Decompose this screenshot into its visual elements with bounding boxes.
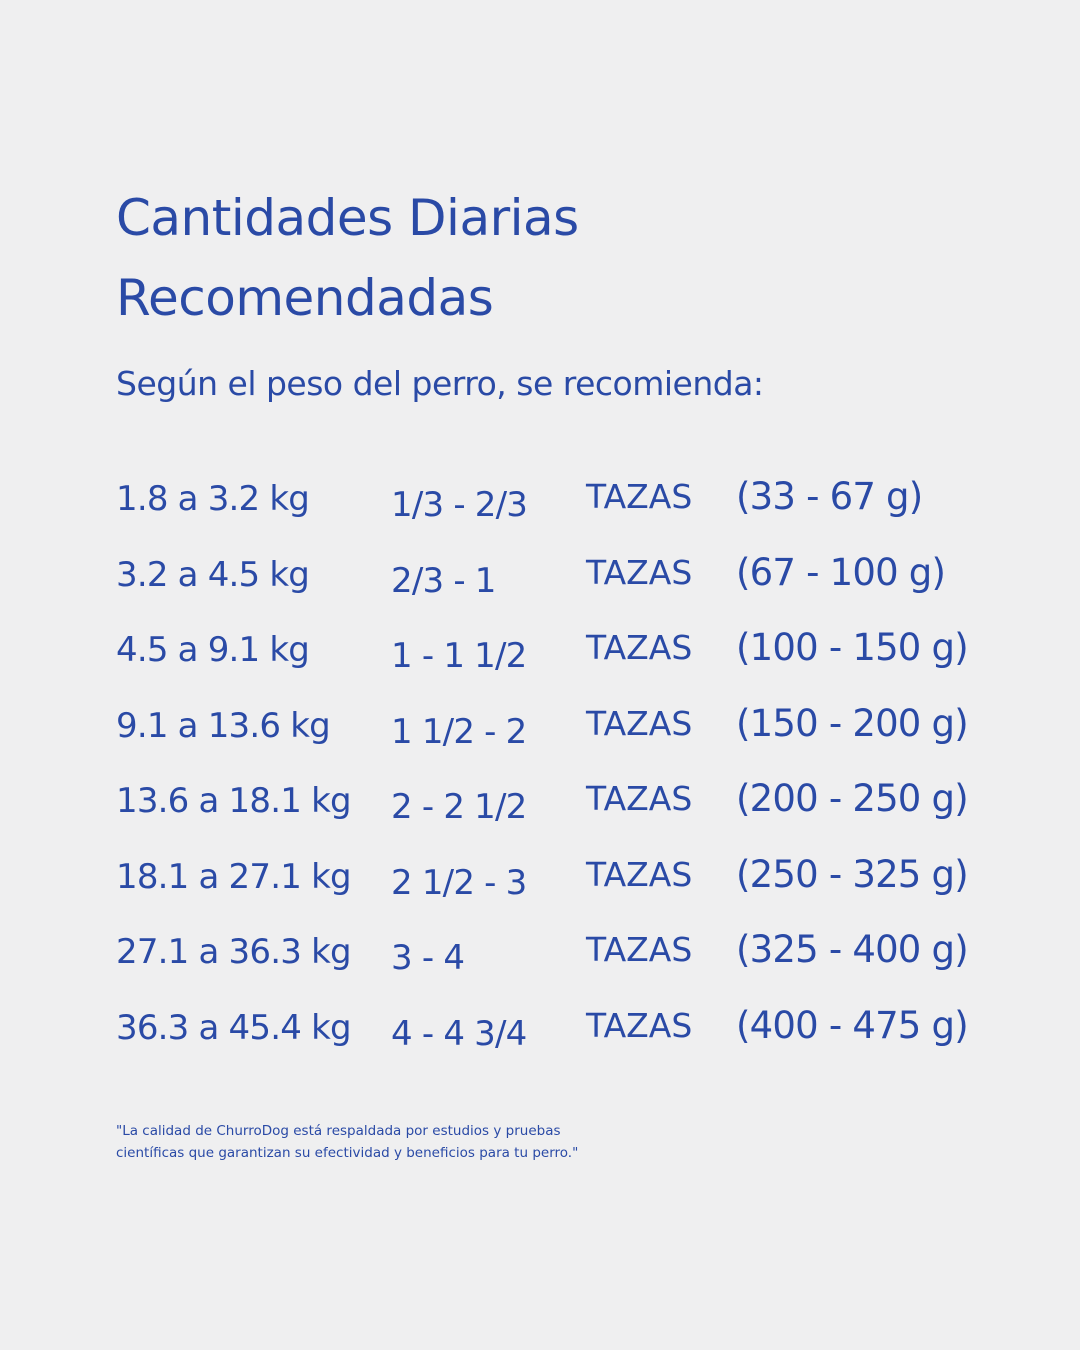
table-row: 1.8 a 3.2 kg 1/3 - 2/3 TAZAS (33 - 67 g) [116, 470, 1016, 546]
cups-amount: 2 - 2 1/2 [391, 787, 527, 827]
cups-amount: 3 - 4 [391, 938, 465, 978]
cups-unit: TAZAS [586, 552, 693, 592]
cups-amount: 2 1/2 - 3 [391, 862, 527, 903]
weight-range: 4.5 a 9.1 kg [116, 630, 310, 670]
grams-amount: (250 - 325 g) [736, 852, 969, 896]
table-row: 3.2 a 4.5 kg 2/3 - 1 TAZAS (67 - 100 g) [116, 546, 1016, 622]
grams-amount: (400 - 475 g) [736, 1003, 969, 1047]
weight-range: 36.3 a 45.4 kg [116, 1007, 352, 1048]
weight-range: 1.8 a 3.2 kg [116, 479, 310, 519]
footnote-line-2: científicas que garantizan su efectivida… [116, 1145, 579, 1161]
weight-range: 27.1 a 36.3 kg [116, 932, 352, 972]
cups-amount: 1/3 - 2/3 [391, 485, 528, 525]
cups-unit: TAZAS [586, 477, 693, 516]
table-row: 27.1 a 36.3 kg 3 - 4 TAZAS (325 - 400 g) [116, 923, 1016, 999]
grams-amount: (33 - 67 g) [736, 475, 923, 518]
cups-amount: 2/3 - 1 [391, 560, 496, 601]
cups-unit: TAZAS [586, 703, 693, 743]
weight-range: 13.6 a 18.1 kg [116, 781, 352, 821]
title-line-2: Recomendadas [116, 269, 494, 327]
cups-amount: 4 - 4 3/4 [391, 1013, 527, 1054]
weight-range: 18.1 a 27.1 kg [116, 856, 352, 897]
footnote-line-1: "La calidad de ChurroDog está respaldada… [116, 1123, 561, 1139]
grams-amount: (67 - 100 g) [736, 550, 946, 594]
cups-unit: TAZAS [586, 779, 693, 818]
footnote-quote: "La calidad de ChurroDog está respaldada… [116, 1120, 676, 1164]
table-row: 18.1 a 27.1 kg 2 1/2 - 3 TAZAS (250 - 32… [116, 848, 1016, 924]
page-title: Cantidades Diarias Recomendadas [116, 178, 916, 338]
table-row: 13.6 a 18.1 kg 2 - 2 1/2 TAZAS (200 - 25… [116, 772, 1016, 848]
feeding-table: 1.8 a 3.2 kg 1/3 - 2/3 TAZAS (33 - 67 g)… [116, 470, 1016, 1074]
cups-amount: 1 - 1 1/2 [391, 636, 527, 676]
grams-amount: (325 - 400 g) [736, 928, 969, 971]
subtitle: Según el peso del perro, se recomienda: [116, 364, 764, 403]
cups-unit: TAZAS [586, 930, 693, 969]
cups-unit: TAZAS [586, 628, 693, 667]
grams-amount: (200 - 250 g) [736, 777, 969, 820]
cups-unit: TAZAS [586, 854, 693, 894]
grams-amount: (150 - 200 g) [736, 701, 969, 745]
table-row: 4.5 a 9.1 kg 1 - 1 1/2 TAZAS (100 - 150 … [116, 621, 1016, 697]
table-row: 9.1 a 13.6 kg 1 1/2 - 2 TAZAS (150 - 200… [116, 697, 1016, 773]
table-row: 36.3 a 45.4 kg 4 - 4 3/4 TAZAS (400 - 47… [116, 999, 1016, 1075]
cups-amount: 1 1/2 - 2 [391, 711, 527, 752]
weight-range: 9.1 a 13.6 kg [116, 705, 331, 746]
title-line-1: Cantidades Diarias [116, 189, 579, 247]
grams-amount: (100 - 150 g) [736, 626, 969, 669]
cups-unit: TAZAS [586, 1005, 693, 1045]
weight-range: 3.2 a 4.5 kg [116, 554, 310, 595]
